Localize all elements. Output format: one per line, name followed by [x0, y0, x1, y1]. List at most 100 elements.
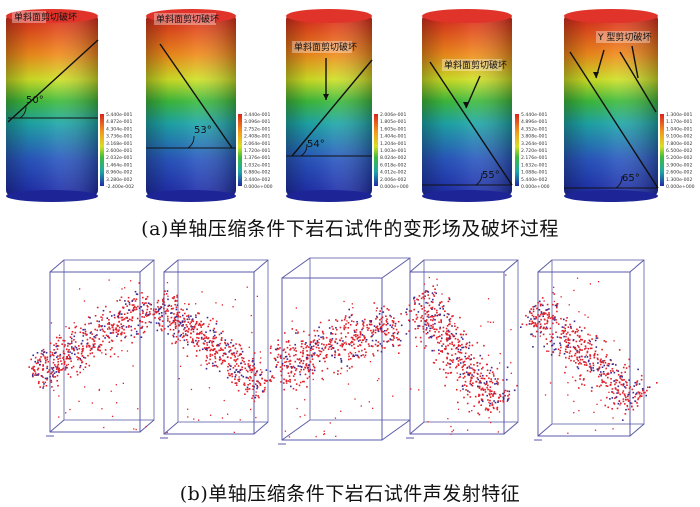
- ae-event-point: [622, 383, 625, 385]
- legend-tick-label: 5.440e-001: [521, 112, 547, 118]
- ae-event-point: [635, 384, 638, 386]
- ae-event-point: [353, 343, 355, 346]
- ae-event-point: [98, 345, 100, 348]
- ae-event-point: [145, 313, 147, 315]
- ae-event-point: [574, 330, 577, 333]
- ae-event-point: [122, 306, 124, 309]
- ae-event-point: [172, 329, 175, 331]
- ae-event-point: [634, 381, 636, 384]
- ae-event-point: [171, 342, 173, 345]
- ae-event-point: [208, 346, 211, 349]
- ae-event-point: [416, 345, 418, 347]
- ae-event-point: [67, 345, 69, 347]
- specimen-3: 单斜面剪切破坏54°2.006e-0011.805e-0011.605e-001…: [286, 9, 409, 202]
- ae-event-point: [252, 357, 254, 360]
- ae-event-point: [617, 389, 619, 391]
- ae-event-point: [360, 354, 363, 357]
- ae-event-point: [499, 400, 502, 402]
- ae-event-point: [545, 338, 548, 340]
- ae-event-point: [310, 347, 312, 350]
- ae-event-point: [616, 392, 618, 394]
- ae-event-point: [210, 414, 212, 416]
- ae-event-point: [498, 396, 500, 399]
- ae-event-point: [146, 295, 149, 298]
- ae-event-point: [415, 318, 418, 320]
- ae-event-point: [119, 299, 121, 301]
- ae-event-point: [167, 295, 169, 297]
- ae-event-point: [344, 317, 347, 319]
- ae-event-point: [130, 280, 132, 282]
- ae-event-point: [451, 431, 453, 433]
- ae-event-point: [251, 385, 254, 387]
- ae-event-point: [51, 371, 53, 373]
- ae-event-point: [464, 345, 467, 348]
- ae-event-point: [335, 435, 337, 437]
- ae-event-point: [313, 329, 316, 332]
- ae-event-point: [46, 377, 49, 379]
- ae-event-point: [176, 312, 179, 314]
- ae-event-point: [186, 334, 189, 337]
- ae-event-point: [345, 343, 348, 345]
- ae-event-point: [61, 368, 63, 371]
- ae-event-point: [323, 430, 325, 432]
- ae-event-point: [540, 312, 543, 314]
- ae-event-point: [175, 325, 177, 327]
- ae-event-point: [586, 369, 589, 372]
- ae-event-point: [157, 299, 160, 302]
- ae-event-point: [432, 301, 434, 304]
- ae-event-point: [445, 333, 448, 336]
- ae-event-point: [121, 316, 124, 319]
- ae-event-point: [37, 382, 40, 385]
- ae-event-point: [478, 385, 481, 388]
- ae-event-point: [42, 348, 45, 351]
- ae-event-point: [565, 319, 567, 322]
- ae-event-point: [309, 341, 312, 344]
- ae-event-point: [355, 334, 357, 336]
- ae-event-point: [51, 386, 53, 388]
- ae-event-point: [175, 308, 178, 311]
- ae-event-point: [146, 304, 148, 307]
- ae-event-point: [319, 350, 321, 353]
- ae-event-point: [496, 408, 499, 411]
- ae-event-point: [358, 356, 360, 359]
- ae-event-point: [130, 329, 133, 332]
- ae-event-point: [567, 341, 570, 344]
- ae-event-point: [117, 330, 120, 333]
- ae-event-point: [45, 384, 48, 387]
- ae-event-point: [637, 397, 640, 399]
- ae-event-point: [102, 340, 104, 343]
- ae-event-point: [120, 332, 122, 335]
- ae-event-point: [417, 325, 419, 327]
- ae-event-cloud: [148, 282, 275, 434]
- ae-event-point: [161, 329, 163, 332]
- ae-event-point: [142, 296, 144, 299]
- ae-event-point: [584, 356, 586, 358]
- ae-event-point: [568, 355, 571, 358]
- ae-event-point: [158, 312, 161, 315]
- ae-event-point: [155, 322, 158, 324]
- ae-event-point: [139, 320, 142, 323]
- ae-event-point: [100, 316, 102, 318]
- ae-event-point: [539, 303, 542, 306]
- ae-event-point: [448, 330, 451, 333]
- ae-event-point: [112, 329, 115, 332]
- ae-box-5: [520, 259, 658, 441]
- ae-event-point: [150, 308, 152, 310]
- ae-event-point: [439, 326, 441, 329]
- ae-event-point: [123, 328, 125, 331]
- ae-event-point: [360, 341, 363, 344]
- ae-event-point: [490, 393, 493, 395]
- ae-event-point: [255, 394, 257, 397]
- ae-event-point: [576, 358, 578, 360]
- ae-event-point: [293, 366, 296, 369]
- ae-event-point: [616, 407, 619, 410]
- ae-event-point: [238, 354, 241, 356]
- ae-event-point: [373, 302, 376, 304]
- ae-event-point: [47, 360, 50, 363]
- ae-event-point: [58, 334, 61, 336]
- ae-event-point: [196, 350, 198, 352]
- ae-event-point: [81, 349, 84, 351]
- ae-event-point: [226, 376, 229, 379]
- box-edge: [163, 259, 179, 273]
- ae-event-point: [383, 305, 385, 308]
